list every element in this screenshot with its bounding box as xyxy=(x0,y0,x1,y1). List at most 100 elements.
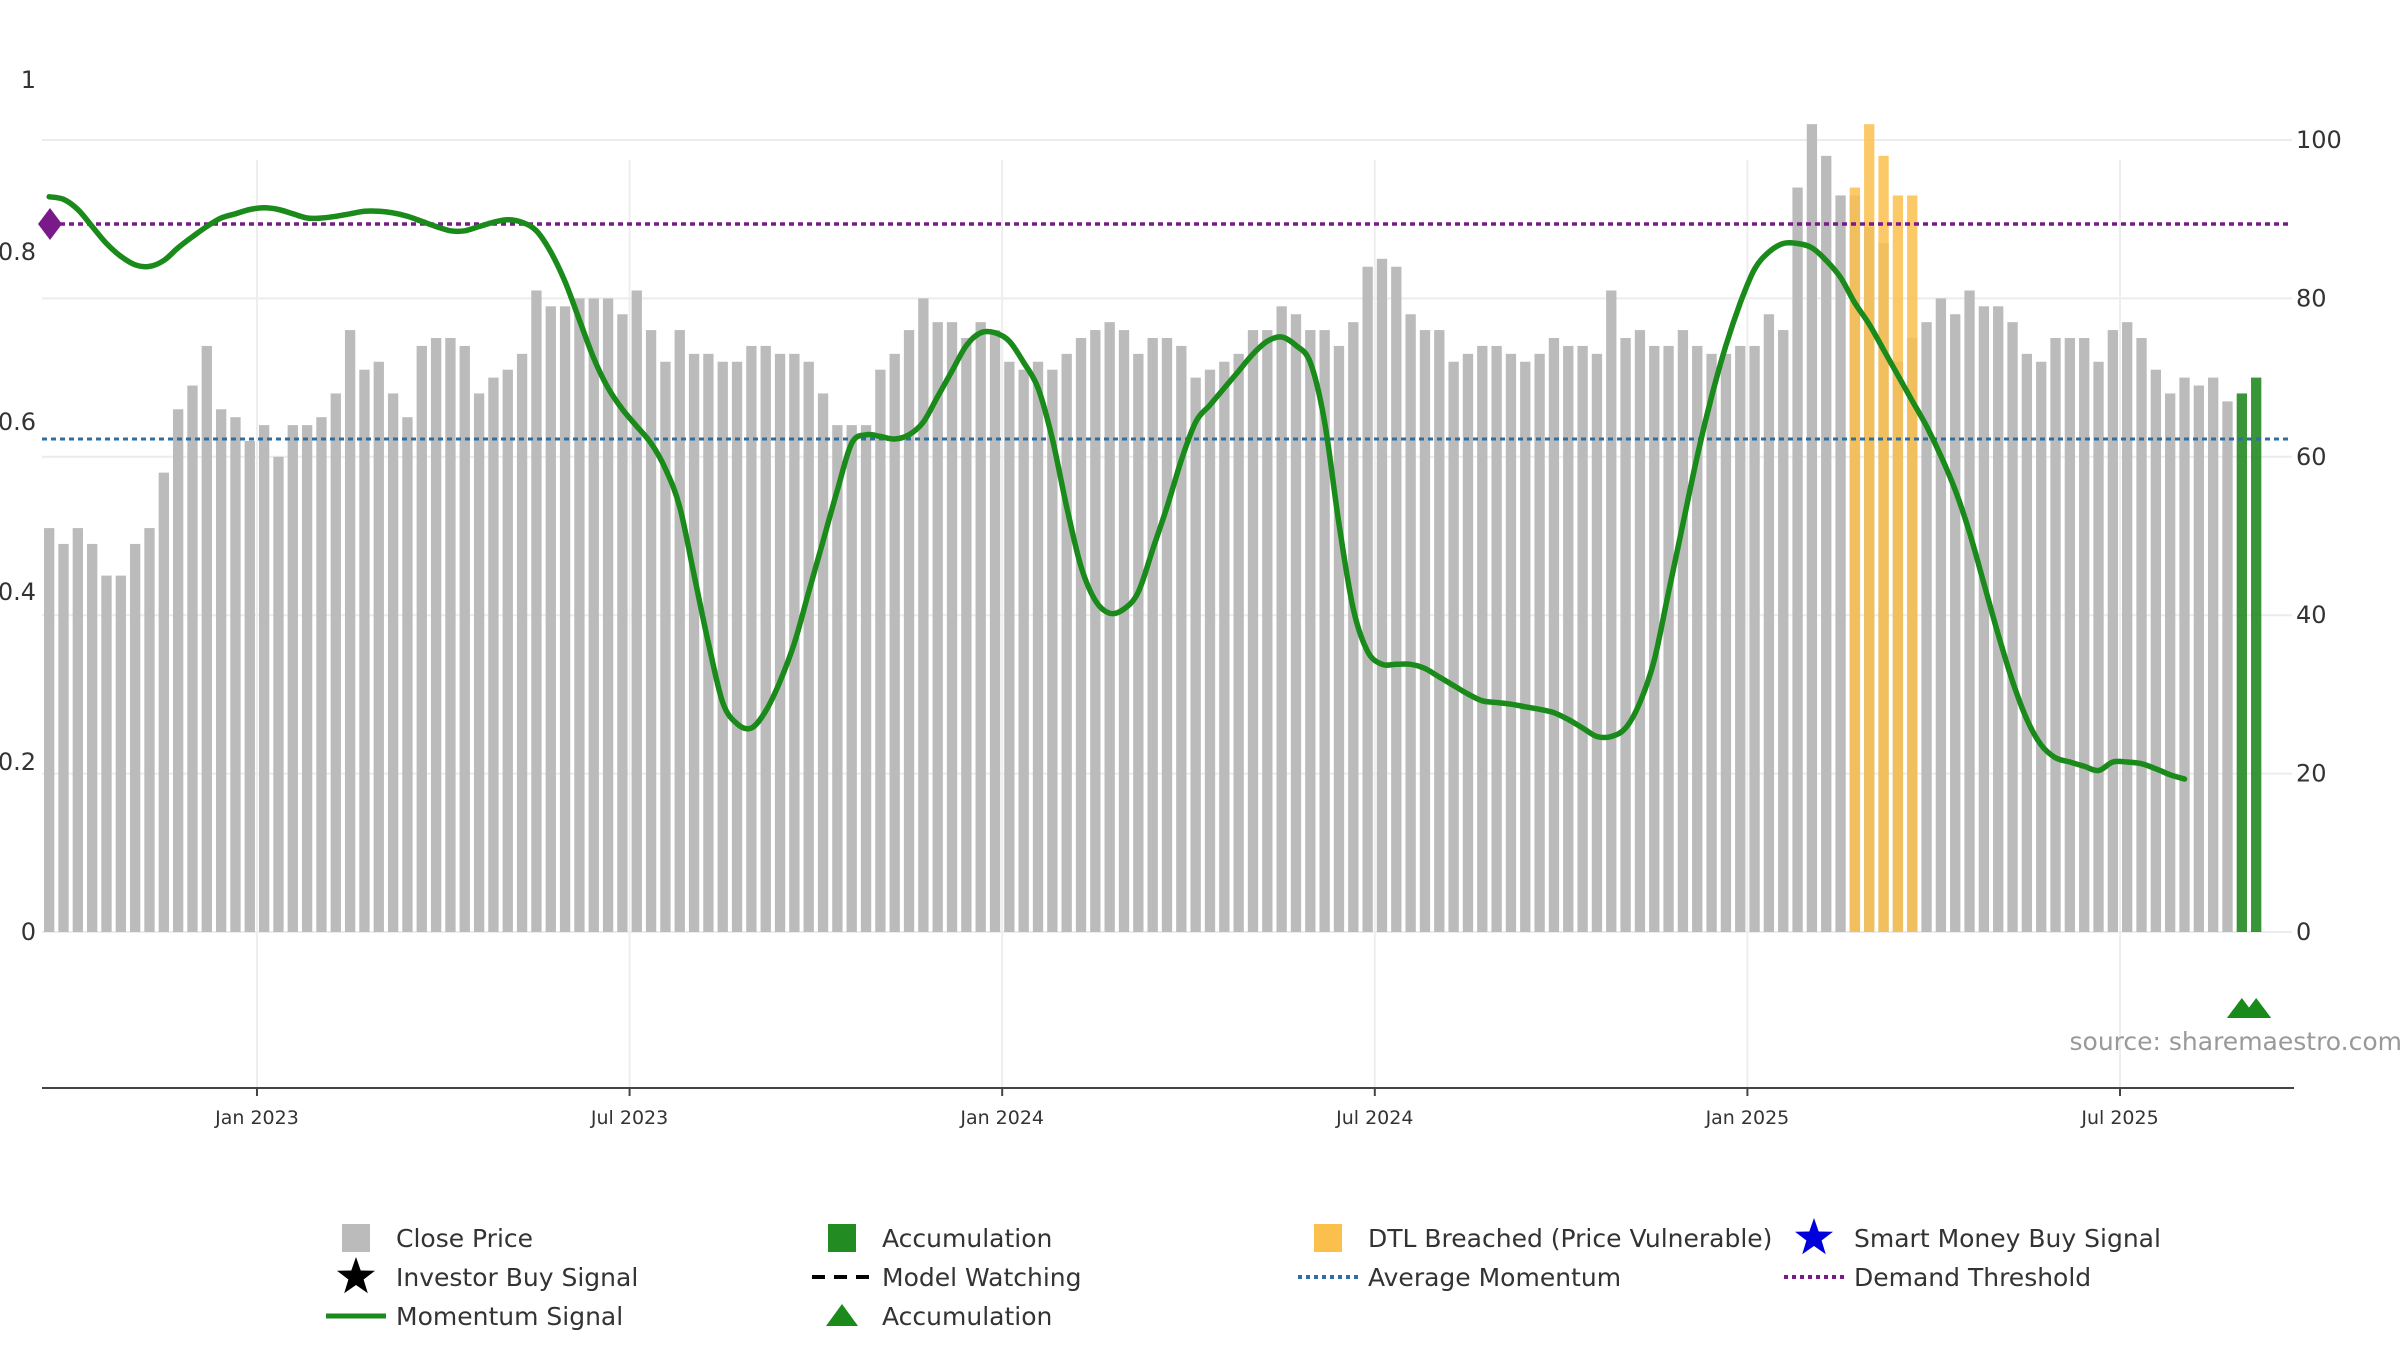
close-price-bar xyxy=(2007,322,2017,932)
right-axis-tick-label: 40 xyxy=(2296,601,2327,629)
legend-item: Model Watching xyxy=(812,1263,1082,1292)
close-price-bar xyxy=(1950,314,1960,932)
right-axis-tick-label: 100 xyxy=(2296,126,2342,154)
close-price-bar xyxy=(1577,346,1587,932)
close-price-bar xyxy=(1448,362,1458,932)
close-price-bar xyxy=(2165,393,2175,932)
legend-swatch-dtl-breached xyxy=(1314,1224,1342,1252)
close-price-bar xyxy=(417,346,427,932)
legend-label: Accumulation xyxy=(882,1224,1052,1253)
left-axis-tick-label: 0.8 xyxy=(0,238,36,266)
close-price-bar xyxy=(1434,330,1444,932)
dtl-breached-bar xyxy=(1864,124,1874,932)
close-price-bar xyxy=(130,544,140,932)
left-axis-tick-label: 0.6 xyxy=(0,408,36,436)
right-axis-tick-label: 60 xyxy=(2296,443,2327,471)
close-price-bar xyxy=(1964,290,1974,932)
close-price-bar xyxy=(73,528,83,932)
right-axis-tick-label: 80 xyxy=(2296,284,2327,312)
dtl-breached-bar xyxy=(1893,195,1903,932)
close-price-bar xyxy=(1549,338,1559,932)
demand-threshold-marker xyxy=(38,208,62,240)
accumulation-bar xyxy=(2237,393,2247,932)
close-price-bar xyxy=(1477,346,1487,932)
close-price-bar xyxy=(1062,354,1072,932)
close-price-bar xyxy=(1606,290,1616,932)
legend-label: Smart Money Buy Signal xyxy=(1854,1224,2161,1253)
x-axis-tick-label: Jul 2023 xyxy=(590,1107,668,1129)
close-price-bar xyxy=(1391,267,1401,932)
close-price-bar xyxy=(402,417,412,932)
legend-label: DTL Breached (Price Vulnerable) xyxy=(1368,1224,1772,1253)
close-price-bar xyxy=(1534,354,1544,932)
close-price-bar xyxy=(1792,188,1802,932)
close-price-bar xyxy=(1291,314,1301,932)
close-price-bar xyxy=(245,441,255,932)
accumulation-bar xyxy=(2251,378,2261,932)
close-price-bar xyxy=(345,330,355,932)
close-price-bar xyxy=(933,322,943,932)
legend-item: Close Price xyxy=(342,1224,533,1253)
close-price-bar xyxy=(431,338,441,932)
close-price-bar xyxy=(216,409,226,932)
left-axis-tick-label: 0 xyxy=(21,918,36,946)
legend-label: Accumulation xyxy=(882,1302,1052,1331)
close-price-bar xyxy=(1105,322,1115,932)
close-price-bar xyxy=(503,370,513,932)
legend-item: Accumulation xyxy=(826,1302,1052,1331)
right-axis-tick-label: 0 xyxy=(2296,918,2311,946)
legend-label: Close Price xyxy=(396,1224,533,1253)
close-price-bar xyxy=(2050,338,2060,932)
close-price-bar xyxy=(302,425,312,932)
close-price-bar xyxy=(159,473,169,932)
close-price-bar xyxy=(517,354,527,932)
close-price-bar xyxy=(2122,322,2132,932)
close-price-bar xyxy=(1463,354,1473,932)
close-price-bar xyxy=(818,393,828,932)
left-axis-tick-label: 0.2 xyxy=(0,748,36,776)
close-price-bar xyxy=(1276,306,1286,932)
x-axis-tick-label: Jul 2024 xyxy=(1335,1107,1413,1129)
close-price-bar xyxy=(1735,346,1745,932)
close-price-bar xyxy=(2194,386,2204,932)
close-price-bar xyxy=(961,338,971,932)
triangle-icon xyxy=(826,1304,858,1326)
close-price-bar xyxy=(1262,330,1272,932)
close-price-bar xyxy=(1620,338,1630,932)
close-price-bar xyxy=(1663,346,1673,932)
close-price-bar xyxy=(1764,314,1774,932)
legend-item: Accumulation xyxy=(828,1224,1052,1253)
legend-label: Average Momentum xyxy=(1368,1263,1621,1292)
close-price-bar xyxy=(976,322,986,932)
close-price-bar xyxy=(1004,362,1014,932)
close-price-bar xyxy=(1090,330,1100,932)
close-price-bar xyxy=(1119,330,1129,932)
close-price-bar xyxy=(574,298,584,932)
close-price-bar xyxy=(718,362,728,932)
close-price-bar xyxy=(746,346,756,932)
close-price-bar xyxy=(187,386,197,932)
close-price-bar xyxy=(331,393,341,932)
close-price-bar xyxy=(1563,346,1573,932)
close-price-bar xyxy=(2022,354,2032,932)
close-price-bar xyxy=(101,576,111,932)
close-price-bar xyxy=(2079,338,2089,932)
close-price-bar xyxy=(259,425,269,932)
close-price-bar xyxy=(1405,314,1415,932)
close-price-bar xyxy=(488,378,498,932)
close-price-bar xyxy=(273,457,283,932)
star-icon xyxy=(1795,1218,1833,1254)
close-price-bar xyxy=(1749,346,1759,932)
close-price-bar xyxy=(1248,330,1258,932)
close-price-bar xyxy=(1835,195,1845,932)
close-price-bar xyxy=(732,362,742,932)
close-price-bar xyxy=(2222,401,2232,932)
close-price-bar xyxy=(44,528,54,932)
close-price-bar xyxy=(804,362,814,932)
close-price-bar xyxy=(1420,330,1430,932)
x-axis-tick-label: Jul 2025 xyxy=(2080,1107,2158,1129)
close-price-bar xyxy=(1592,354,1602,932)
left-axis-tick-label: 1 xyxy=(21,66,36,94)
